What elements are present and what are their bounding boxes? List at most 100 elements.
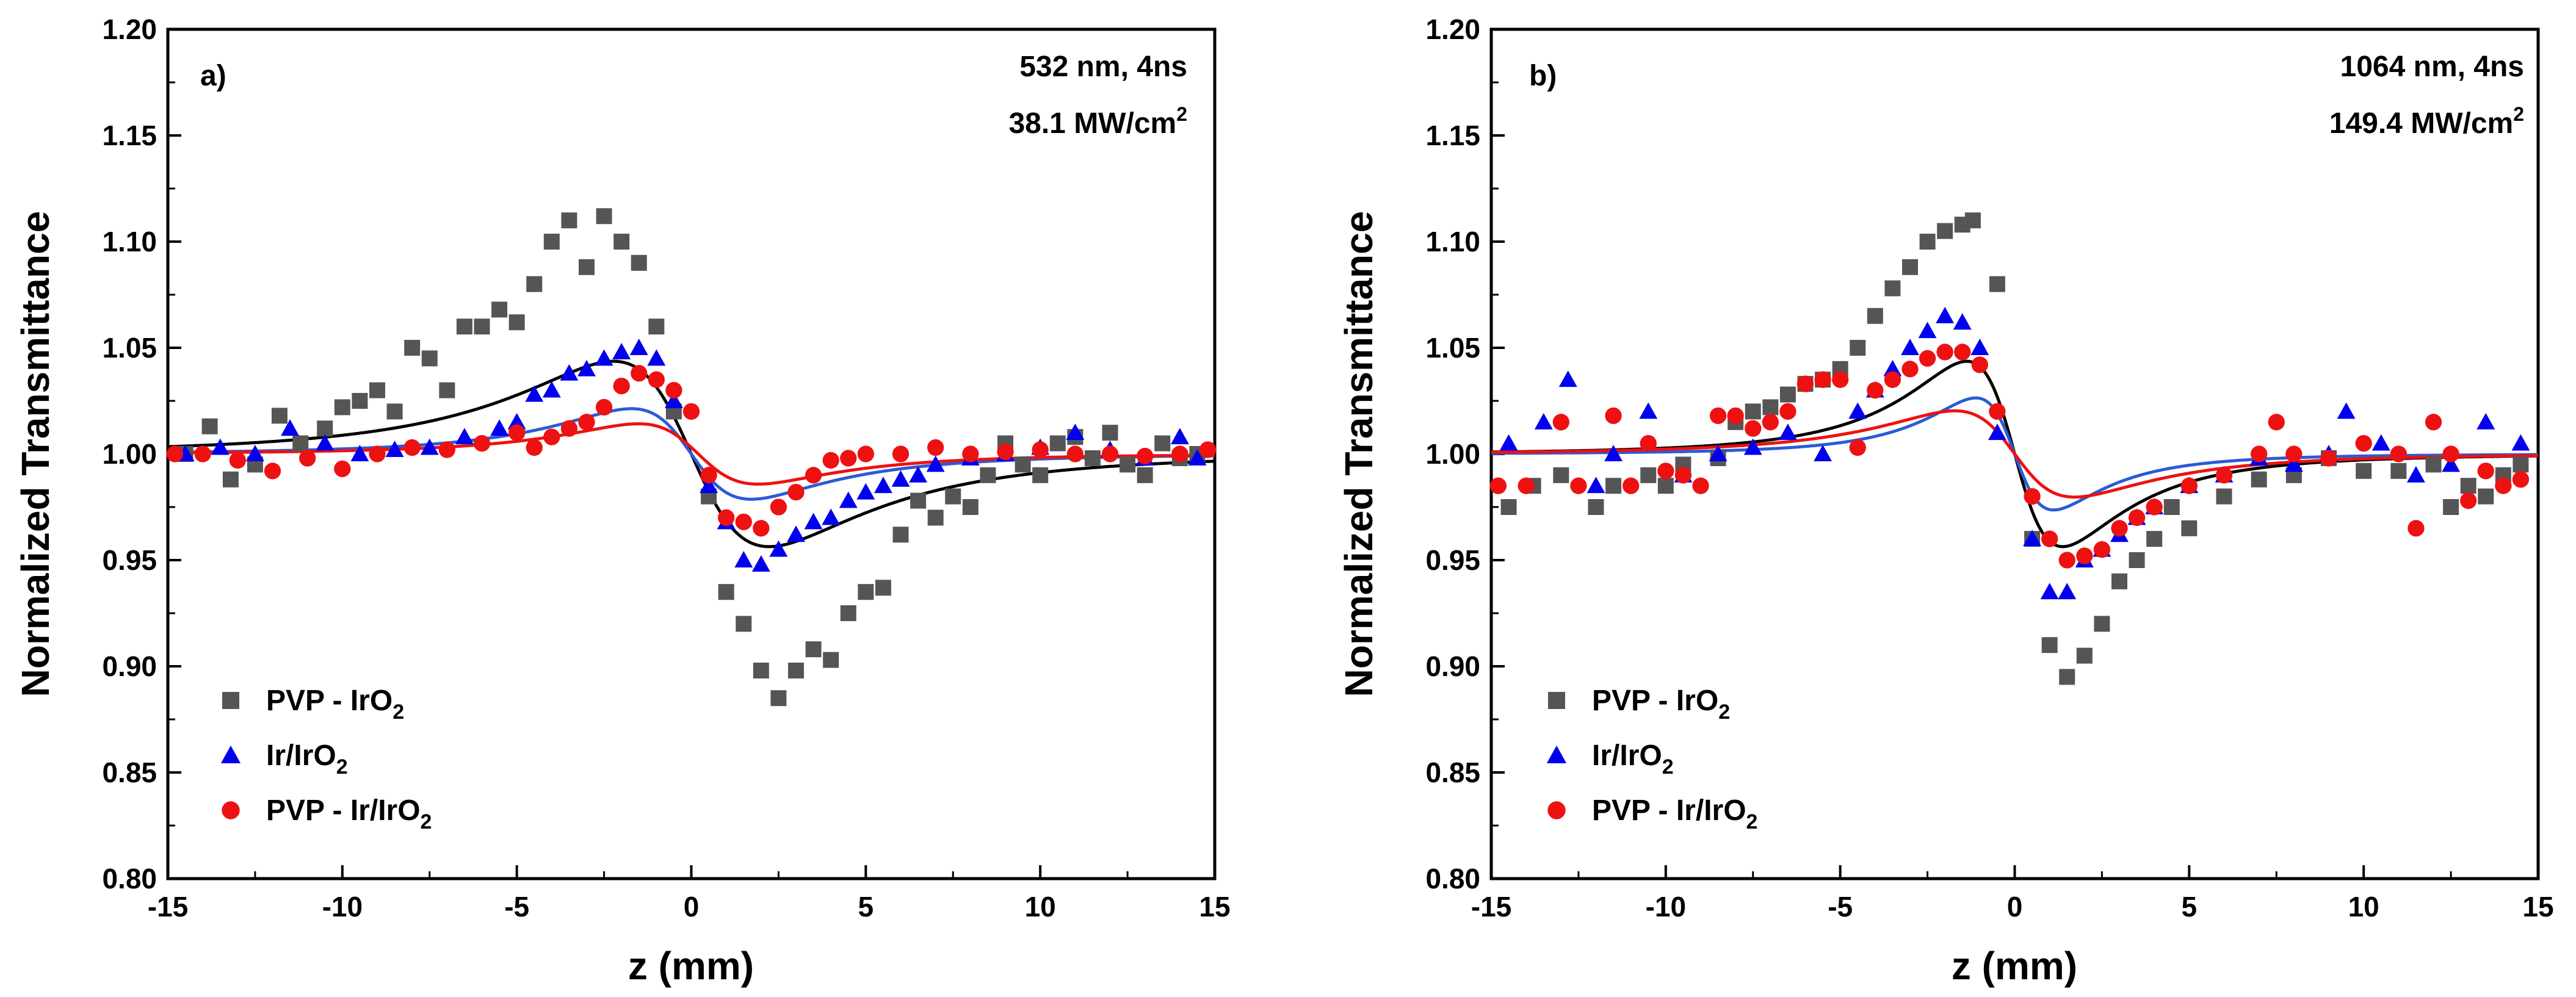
data-point-triangle [2442,455,2461,472]
data-point-circle [1727,407,1744,425]
x-tick-label: -10 [322,891,363,923]
data-point-triangle [385,441,404,457]
data-point-square [317,420,333,437]
data-point-circle [892,445,910,463]
data-point-triangle [787,525,805,542]
annotation-intensity: 149.4 MW/cm2 [2329,103,2524,140]
data-point-circle [595,398,613,416]
data-point-triangle [2023,530,2042,547]
data-point-triangle [1778,423,1797,441]
legend: PVP - IrO2 Ir/IrO2 PVP - Ir/IrO2 [1546,685,1758,833]
data-point-circle [1954,344,1971,361]
data-point-circle [2495,477,2512,494]
data-point-triangle [1170,428,1189,445]
annotation-wavelength: 1064 nm, 4ns [2340,51,2525,83]
x-tick-label: 0 [2007,891,2023,923]
data-point-square [1588,499,1604,515]
data-point-square [456,319,472,335]
data-point-circle [508,424,526,441]
legend-label-sub: 2 [421,810,432,833]
data-point-circle [2408,520,2425,537]
data-point-circle [473,434,491,452]
data-point-circle [438,441,455,458]
data-point-square [753,662,769,678]
data-point-square [1989,276,2005,292]
data-point-triangle [490,419,509,436]
data-point-triangle [839,491,858,508]
annotation-wavelength: 532 nm, 4ns [1019,51,1187,83]
y-tick-label: 1.20 [102,13,157,45]
data-point-triangle [1814,445,1833,461]
data-point-square [334,399,350,416]
data-point-triangle [2040,583,2059,600]
x-tick-label: -5 [1828,891,1853,923]
data-point-square [1762,399,1779,416]
data-point-circle [229,452,246,469]
y-tick-label: 1.15 [1425,120,1480,151]
data-point-square [2059,669,2075,685]
data-point-circle [526,439,543,456]
data-point-square [1964,212,1981,229]
data-point-square [508,314,525,331]
y-tick-label: 0.85 [102,757,157,788]
data-point-square [980,467,996,483]
data-point-triangle [822,508,841,525]
legend-label-text: PVP - IrO [266,685,393,717]
data-point-circle [787,483,805,501]
data-point-circle [299,450,316,467]
data-point-circle [2093,541,2111,558]
data-point-circle [1692,477,1709,494]
x-tick-label: -15 [148,891,188,923]
legend-item-pvp-iro2: PVP - IrO2 [1548,685,1730,724]
data-point-square [1640,467,1657,483]
data-point-circle [2146,498,2163,516]
data-point-triangle [1604,445,1623,461]
data-point-square [631,254,647,271]
data-point-triangle [542,381,561,398]
data-point-circle [1796,375,1814,392]
data-point-circle [560,420,578,437]
tick-marks: -15 -10 -5 0 5 10 15 0.80 0.85 0.90 0.95 1.00 1.05 1.… [102,13,1230,923]
data-point-square [1154,435,1171,452]
data-point-triangle [1534,412,1553,430]
legend-label-sub: 2 [1746,810,1758,833]
data-point-triangle [1970,339,1989,355]
data-point-triangle [2372,434,2390,451]
data-point-square [292,435,309,452]
data-point-square [945,488,961,505]
annotation-intensity-sup: 2 [2513,103,2524,125]
legend-marker-circle [1547,801,1566,819]
annotation-intensity: 38.1 MW/cm2 [1008,103,1187,140]
data-points [166,208,1217,707]
data-point-square [2513,456,2529,473]
data-point-square [648,319,665,335]
data-point-square [858,584,874,600]
legend-marker-triangle [220,745,241,763]
panel-b: -15 -10 -5 0 5 10 15 0.80 0.85 0.90 0.95 1.00 1.05 1.… [1337,13,2554,988]
data-point-triangle [1188,449,1207,466]
data-point-circle [2215,467,2233,484]
data-point-square [2163,499,2180,515]
data-point-square [805,641,822,658]
data-point-triangle [1558,370,1577,387]
data-point-circle [1552,414,1569,431]
data-point-circle [857,445,874,463]
data-point-circle [613,377,630,395]
data-point-square [1084,450,1101,466]
x-axis-title: z (mm) [1952,944,2077,988]
fit-curves [1491,359,2538,549]
data-point-square [2478,488,2494,505]
data-point-circle [2355,434,2372,452]
data-point-square [271,408,288,424]
legend-label: PVP - IrO2 [1592,685,1730,724]
legend-marker-triangle [1546,745,1567,763]
data-point-triangle [769,540,788,557]
data-point-square [718,584,734,600]
y-tick-label: 0.95 [1425,544,1480,576]
legend-marker-square [1548,692,1565,709]
data-point-circle [334,460,351,478]
data-point-circle [1762,414,1779,431]
legend-label: PVP - IrO2 [266,685,404,724]
data-point-triangle [1883,359,1902,376]
x-tick-label: -5 [504,891,529,923]
